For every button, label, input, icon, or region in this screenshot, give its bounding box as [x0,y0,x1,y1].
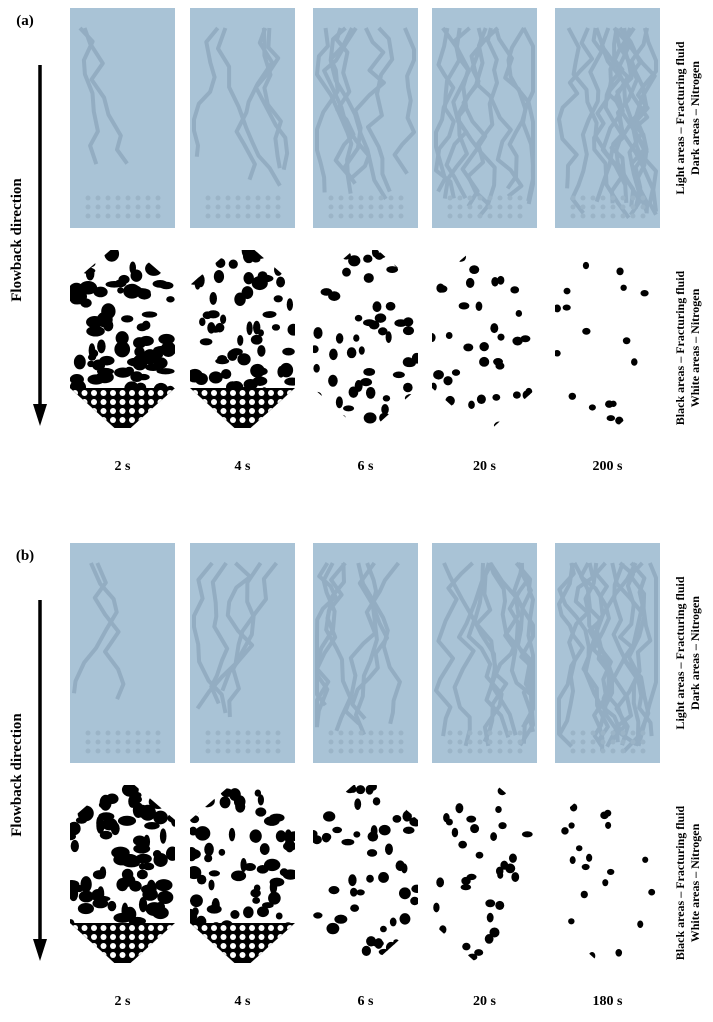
binary-image [555,785,660,963]
direction-label: Flowback direction [9,713,25,837]
micromodel-photo [555,543,660,763]
legend-text: Light areas – Fracturing fluid [673,41,687,194]
time-label: 4 s [235,994,252,1009]
micromodel-photo [70,543,175,763]
binary-image [313,785,418,963]
micromodel-photo [70,8,175,228]
micromodel-photo [190,8,295,228]
time-label: 20 s [473,994,497,1009]
direction-label: Flowback direction [9,178,25,302]
binary-image [555,250,660,428]
time-label: 6 s [358,459,375,474]
binary-image [432,250,537,428]
micromodel-photo [313,8,418,228]
time-label: 4 s [235,459,252,474]
binary-image [313,250,418,428]
time-label: 2 s [115,994,132,1009]
binary-image [190,785,295,963]
micromodel-photo [190,543,295,763]
binary-image [190,250,295,428]
panel-label: (b) [16,548,34,564]
binary-image [432,785,537,963]
binary-image [70,250,175,428]
legend-text: Black areas – Fracturing fluid [673,805,687,960]
legend-text: White areas – Nitrogen [688,823,702,942]
legend-text: Dark areas – Nitrogen [688,596,702,710]
panel-label: (a) [16,13,34,29]
legend-text: Light areas – Fracturing fluid [673,576,687,729]
time-label: 200 s [593,459,624,474]
binary-image [70,785,175,963]
micromodel-photo [313,543,418,763]
time-label: 20 s [473,459,497,474]
legend-text: Black areas – Fracturing fluid [673,270,687,425]
legend-text: Dark areas – Nitrogen [688,61,702,175]
arrow-head [33,404,47,426]
time-label: 6 s [358,994,375,1009]
arrow-head [33,939,47,961]
micromodel-photo [432,543,537,763]
time-label: 2 s [115,459,132,474]
micromodel-photo [432,8,537,228]
time-label: 180 s [593,994,624,1009]
legend-text: White areas – Nitrogen [688,288,702,407]
micromodel-photo [555,8,660,228]
